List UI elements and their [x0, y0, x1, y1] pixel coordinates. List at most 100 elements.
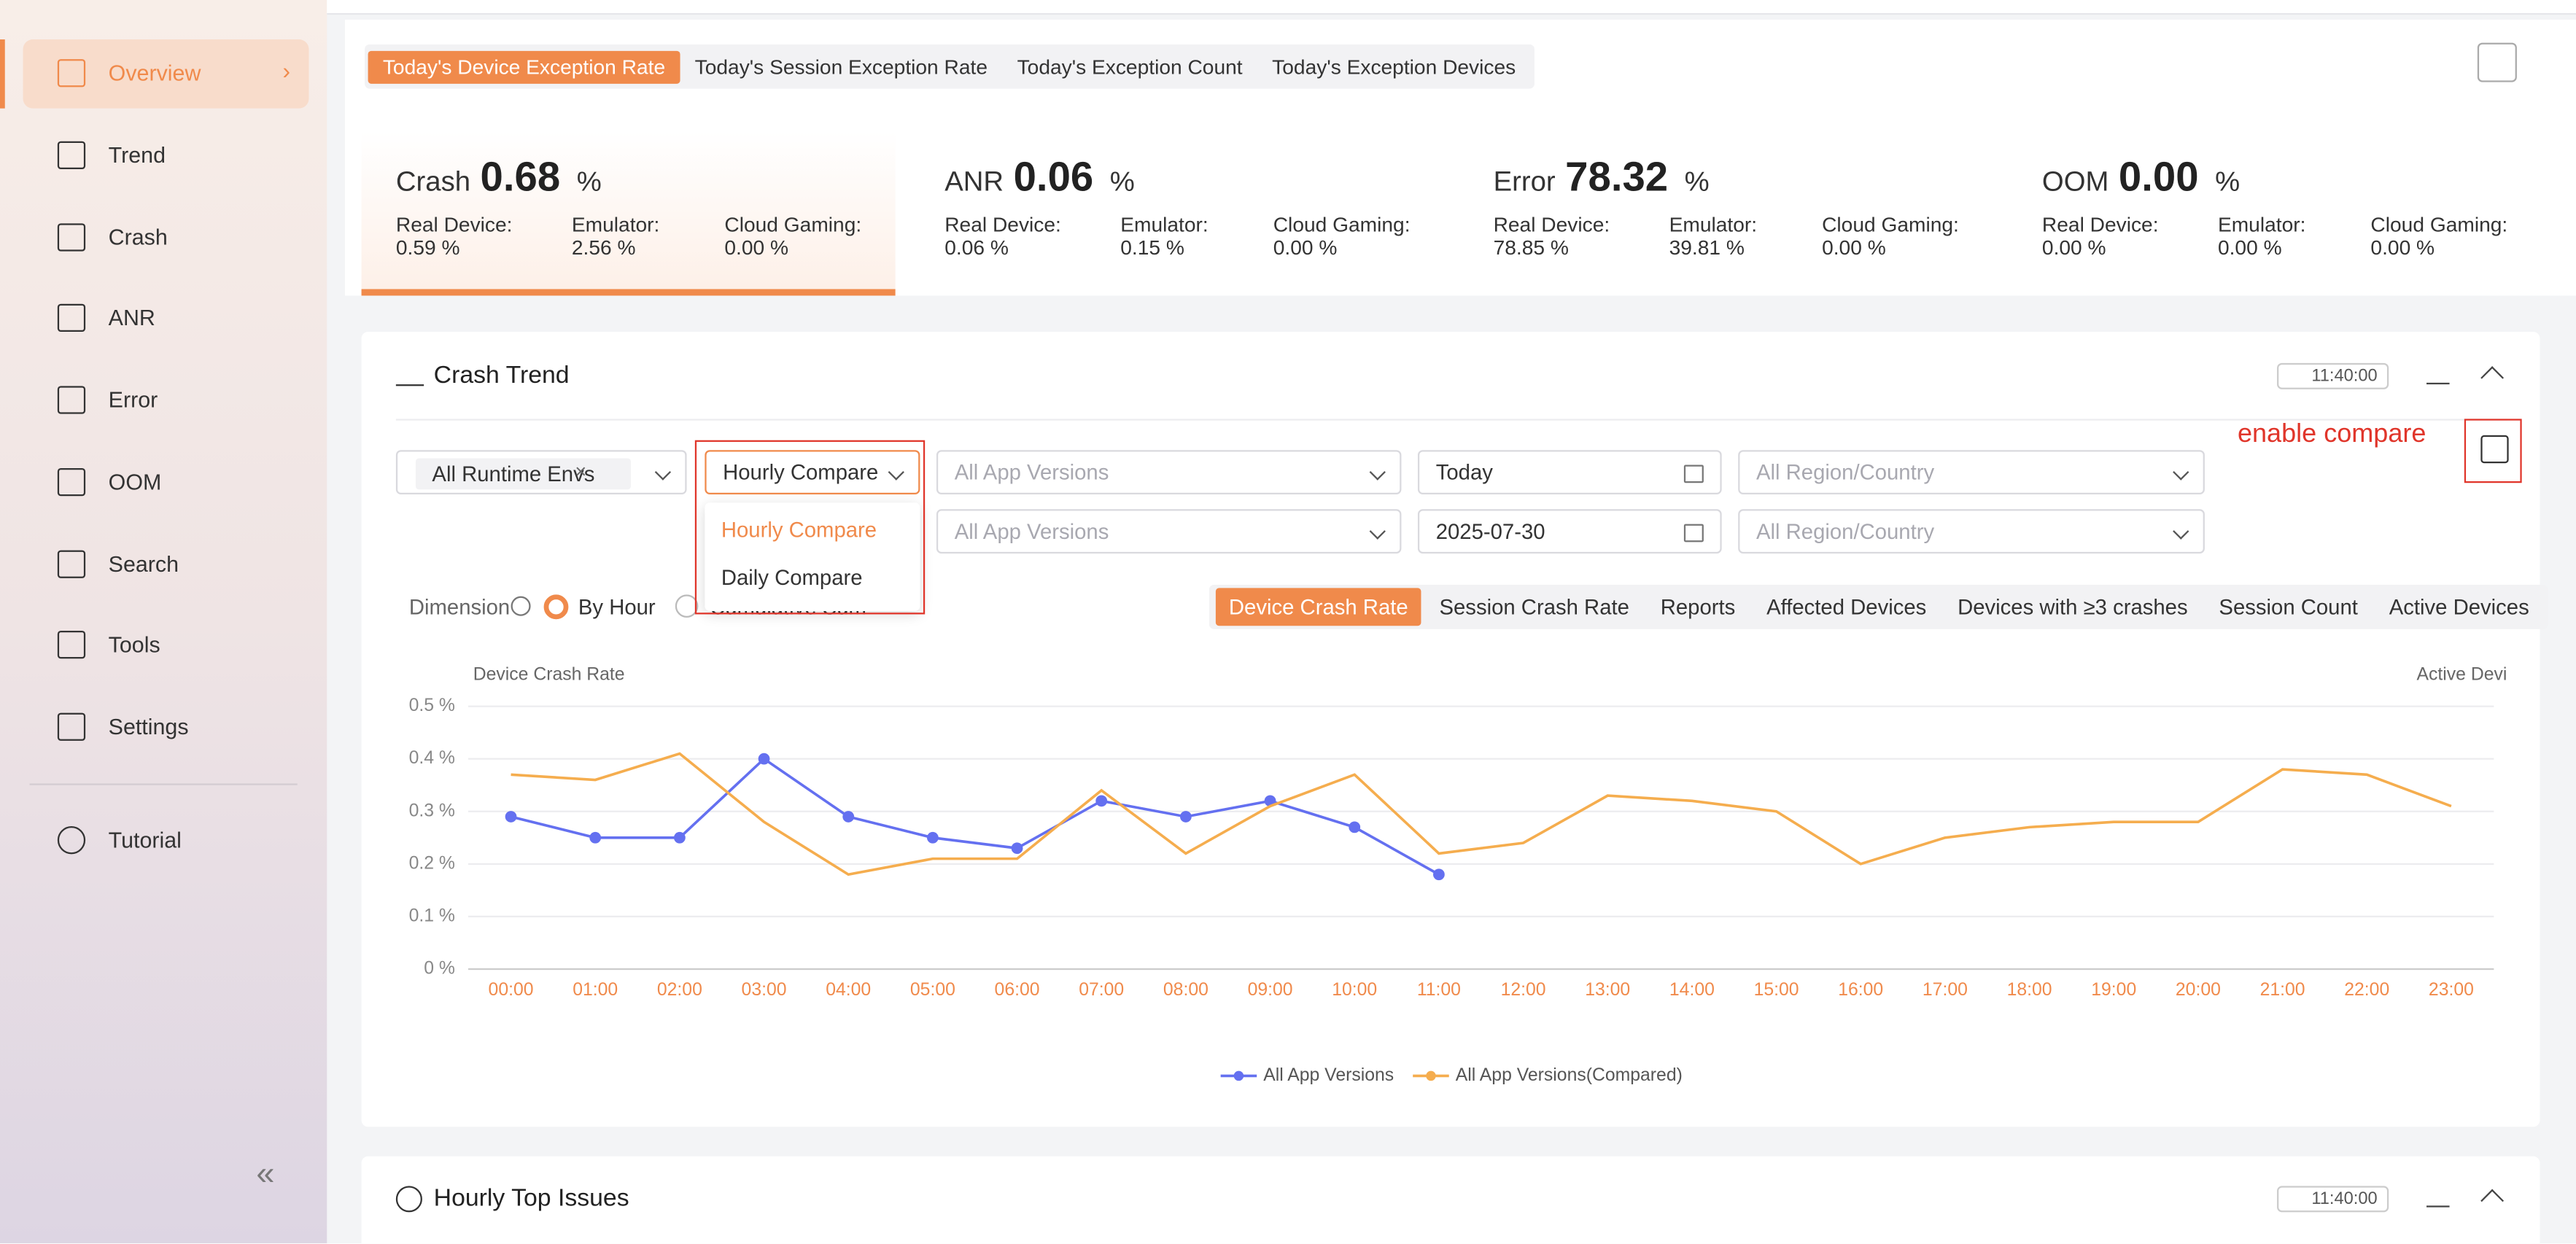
menu-icon [57, 631, 86, 659]
menu-item[interactable]: Crash [108, 224, 168, 249]
legend-swatch [1233, 1070, 1244, 1081]
metric-tab[interactable]: Affected Devices [1766, 594, 1927, 620]
card-sub-value: 0.00 % [2041, 236, 2106, 260]
tab[interactable]: Today's Exception Devices [1272, 55, 1516, 78]
card-sub-label: Cloud Gaming: [1273, 213, 1411, 237]
card-unit: % [1109, 166, 1135, 198]
card-unit: % [2215, 166, 2241, 198]
radio-checked[interactable] [543, 594, 569, 620]
axis-title: Active Devi [2417, 664, 2507, 684]
tab[interactable]: Today's Exception Count [1017, 55, 1243, 78]
metric-tab[interactable]: Session Crash Rate [1439, 594, 1629, 620]
menu-item[interactable]: Trend [108, 142, 166, 168]
x-tick-label: 05:00 [910, 980, 955, 1000]
menu-item[interactable]: Error [108, 387, 158, 413]
card-value: 0.68 [480, 154, 561, 201]
card-sub-value: 0.15 % [1120, 236, 1184, 260]
radio[interactable] [675, 594, 699, 618]
menu-item[interactable]: OOM [108, 469, 162, 494]
chevron: › [282, 57, 290, 84]
menu-icon [57, 222, 86, 251]
x-tick-label: 00:00 [489, 980, 534, 1000]
card-value: 0.00 [2118, 154, 2199, 201]
menu-icon [57, 467, 86, 496]
menu-item[interactable]: Tools [108, 632, 160, 658]
legend-label: All App Versions [1263, 1065, 1394, 1085]
tab[interactable]: Today's Device Exception Rate [368, 50, 680, 83]
highlight-box [2464, 419, 2522, 483]
dropdown-option[interactable]: Daily Compare [721, 564, 863, 590]
series-line [511, 752, 2452, 876]
select[interactable]: All App Versions [936, 450, 1402, 495]
x-tick-label: 03:00 [742, 980, 787, 1000]
select[interactable]: All App Versions [936, 509, 1402, 554]
time-badge: 11:40:00 [2277, 362, 2389, 389]
metric-tab[interactable]: Active Devices [2389, 594, 2529, 620]
download-button[interactable] [2426, 1186, 2450, 1208]
card-sub-label: Cloud Gaming: [2370, 213, 2508, 237]
download-button[interactable] [2426, 363, 2450, 385]
select[interactable]: All Region/Country [1738, 450, 2205, 495]
panel-title: Hourly Top Issues [433, 1184, 629, 1213]
card-sub-value: 2.56 % [571, 236, 636, 260]
data-point [589, 831, 602, 844]
card-name: Crash [395, 166, 471, 198]
radio-label: By Hour [578, 594, 656, 620]
time-badge: 11:40:00 [2277, 1186, 2389, 1213]
active-indicator [0, 39, 5, 109]
card-name: OOM [2041, 166, 2109, 198]
dropdown-option[interactable]: Hourly Compare [721, 517, 877, 543]
tag: All Runtime Envs [415, 458, 631, 490]
data-point [505, 811, 517, 823]
menu-item[interactable]: Search [108, 551, 179, 576]
select[interactable]: 2025-07-30 [1417, 509, 1722, 554]
x-tick-label: 20:00 [2176, 980, 2221, 1000]
select[interactable]: All Region/Country [1738, 509, 2205, 554]
menu-item[interactable]: Overview [108, 61, 201, 86]
x-tick-label: 07:00 [1079, 980, 1124, 1000]
x-tick-label: 17:00 [1923, 980, 1968, 1000]
card-head: OOM 0.00% [2042, 155, 2240, 202]
help-icon [511, 596, 531, 616]
menu-item[interactable]: Tutorial [108, 828, 182, 853]
tab[interactable]: Today's Session Exception Rate [694, 55, 988, 78]
card-value: 0.06 [1013, 154, 1094, 201]
x-tick-label: 01:00 [573, 980, 618, 1000]
active-item-bg [23, 39, 309, 109]
bookmark-button[interactable] [2477, 42, 2517, 82]
menu-icon [57, 386, 86, 414]
card-sub-label: Emulator: [571, 213, 660, 237]
menu-icon [57, 549, 86, 578]
calendar-icon [1683, 524, 1704, 543]
data-point [758, 753, 770, 765]
menu-icon [57, 304, 86, 333]
x-tick-label: 04:00 [826, 980, 871, 1000]
x-tick-label: 12:00 [1501, 980, 1546, 1000]
metric-tab[interactable]: Reports [1660, 594, 1736, 620]
legend-label: All App Versions(Compared) [1456, 1065, 1683, 1085]
metric-tab[interactable]: Device Crash Rate [1215, 588, 1421, 626]
series-line [511, 757, 1440, 876]
trend-divider [395, 419, 2507, 421]
data-point [1349, 821, 1361, 833]
select[interactable]: Today [1417, 450, 1722, 495]
compare-button[interactable] [2480, 435, 2509, 464]
top-issues-panel [361, 1156, 2540, 1244]
metric-tab[interactable]: Devices with ≥3 crashes [1958, 594, 2188, 620]
annotation: enable compare [2237, 420, 2426, 448]
x-tick-label: 11:00 [1417, 980, 1461, 1000]
card-bg [361, 131, 896, 289]
sidebar [0, 0, 327, 1244]
runtime-select[interactable]: All Runtime Envs × [395, 450, 687, 495]
menu-item[interactable]: Settings [108, 714, 189, 739]
menu-item[interactable]: ANR [108, 306, 155, 331]
metric-tab[interactable]: Session Count [2219, 594, 2358, 620]
x-tick-label: 06:00 [995, 980, 1040, 1000]
collapse-sidebar[interactable]: « [256, 1156, 275, 1193]
compare-select[interactable]: Hourly Compare [705, 450, 920, 495]
card-head: ANR 0.06% [944, 155, 1135, 202]
menu-icon [57, 141, 86, 169]
card-unit: % [576, 166, 602, 198]
x-tick-label: 15:00 [1754, 980, 1799, 1000]
